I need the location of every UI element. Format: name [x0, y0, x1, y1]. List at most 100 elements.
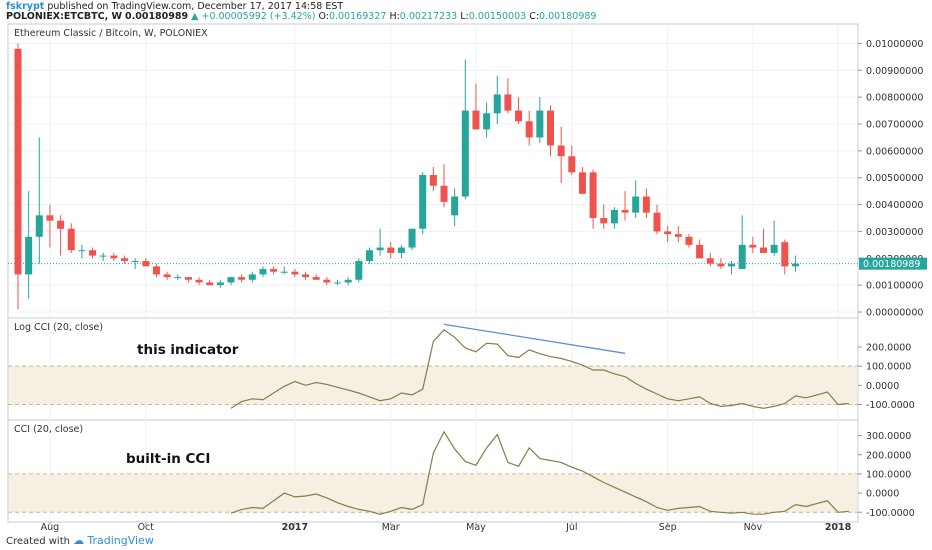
candle-body	[46, 215, 54, 221]
annotation-this-indicator: this indicator	[137, 342, 239, 358]
time-tick-label: May	[466, 522, 486, 533]
cci-tick-label: 100.0000	[866, 362, 911, 373]
cci-band-2	[9, 473, 857, 513]
candle-body	[291, 271, 299, 275]
tradingview-logo-icon: ☁	[73, 534, 85, 547]
price-tick-label: 0.00900000	[866, 66, 923, 77]
candle-body	[483, 113, 491, 130]
open-value: 0.00169327	[328, 11, 387, 22]
candle-body	[270, 269, 278, 272]
candle-body	[302, 274, 310, 278]
divergence-trendline	[443, 323, 626, 354]
candle-body	[451, 196, 459, 216]
candle-body	[25, 236, 33, 275]
candle-body	[493, 94, 501, 114]
candle-body	[685, 236, 693, 245]
candle-body	[397, 247, 405, 253]
time-tick-label: 2018	[825, 522, 852, 533]
candle-body	[578, 172, 586, 194]
candle-body	[770, 244, 778, 253]
candle-body	[557, 145, 565, 157]
time-tick-label: Mar	[382, 522, 400, 533]
price-tick-label: 0.00700000	[866, 120, 923, 131]
candle-body	[259, 269, 267, 275]
candle-body	[738, 244, 746, 270]
candle-body	[163, 274, 171, 278]
last-price-tag	[859, 257, 927, 270]
change-up-icon: ▲	[191, 11, 199, 22]
candle-body	[429, 175, 437, 186]
price-tick-label: 0.00000000	[866, 308, 923, 319]
published-text: published on TradingView.com, December 1…	[47, 1, 344, 12]
time-tick-label: Nov	[744, 522, 763, 533]
candle-body	[515, 110, 523, 122]
created-with-label: Created with	[6, 536, 70, 547]
candle-body	[238, 277, 246, 280]
candle-body	[472, 110, 480, 130]
cci-series-line-1	[230, 329, 849, 409]
candle-body	[610, 209, 618, 224]
author-link[interactable]: fskrypt	[6, 1, 45, 12]
candle-body	[312, 277, 320, 280]
candle-body	[536, 110, 544, 138]
cci-tick-label: -100.0000	[866, 508, 915, 519]
candle-body	[174, 277, 182, 279]
candle-body	[642, 196, 650, 213]
candle-body	[781, 242, 789, 267]
high-label: H:	[389, 11, 400, 22]
candle-body	[131, 260, 139, 262]
candle-body	[600, 218, 608, 224]
candle-body	[121, 258, 128, 261]
candle-body	[14, 48, 22, 275]
open-label: O:	[318, 11, 329, 22]
cci-tick-label: 200.0000	[866, 343, 911, 354]
tradingview-brand[interactable]: TradingView	[87, 534, 154, 547]
cci-tick-label: 300.0000	[866, 431, 911, 442]
candle-body	[749, 244, 757, 248]
candle-body	[323, 279, 331, 283]
candle-body	[568, 156, 576, 173]
price-tick-label: 0.00500000	[866, 173, 923, 184]
candle-body	[99, 255, 107, 257]
candle-body	[717, 263, 725, 267]
cci-tick-label: 200.0000	[866, 450, 911, 461]
candle-body	[621, 209, 629, 213]
candle-body	[344, 279, 352, 283]
price-tick-label: 0.00600000	[866, 146, 923, 157]
candle-body	[674, 234, 682, 237]
low-value: 0.00150003	[468, 11, 527, 22]
candle-body	[376, 247, 384, 251]
price-tick-label: 0.00300000	[866, 227, 923, 238]
candle-body	[89, 250, 97, 256]
time-tick-label: Sep	[659, 522, 677, 533]
candle-body	[408, 228, 416, 248]
cci-tick-label: -100.0000	[866, 400, 915, 411]
change-value: +0.00005992 (+3.42%)	[201, 11, 316, 22]
main-chart-title: Ethereum Classic / Bitcoin, W, POLONIEX	[14, 28, 208, 39]
candle-body	[365, 250, 373, 261]
candle-body	[387, 247, 395, 253]
cci-tick-label: 0.0000	[866, 489, 899, 500]
candle-body	[419, 175, 427, 229]
candle-body	[525, 121, 533, 138]
candle-body	[152, 266, 160, 275]
candle-body	[760, 247, 767, 253]
last-price-tag-label: 0.00180989	[863, 259, 920, 270]
price-tick-label: 0.00400000	[866, 200, 923, 211]
candle-body	[728, 263, 736, 267]
candle-body	[696, 244, 704, 259]
candle-body	[547, 110, 554, 146]
candle-body	[440, 185, 448, 202]
last-price: 0.00180989	[125, 11, 189, 22]
low-label: L:	[460, 11, 469, 22]
footer: Created with ☁ TradingView	[6, 534, 154, 547]
price-tick-label: 0.01000000	[866, 39, 923, 50]
candle-body	[632, 196, 640, 213]
cci-tick-label: 0.0000	[866, 381, 899, 392]
candle-body	[706, 258, 714, 264]
candle-body	[57, 220, 65, 229]
close-label: C:	[529, 11, 540, 22]
candle-body	[653, 212, 661, 232]
candle-body	[461, 110, 469, 197]
